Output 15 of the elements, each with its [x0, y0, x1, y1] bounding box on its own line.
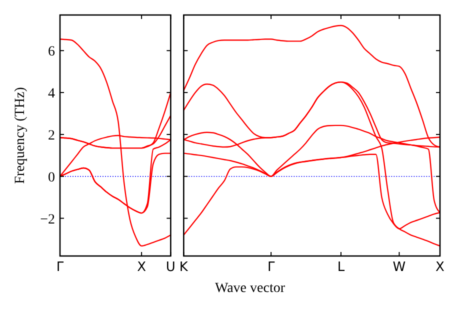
x-tick-label: Γ — [267, 260, 276, 275]
y-tick-label: 4 — [48, 86, 55, 102]
x-tick-label: U — [166, 260, 176, 275]
x-tick-label: X — [436, 260, 445, 275]
x-tick-label: X — [137, 260, 146, 275]
x-axis-title: Wave vector — [215, 281, 286, 296]
y-axis-title: Frequency (THz) — [13, 86, 28, 184]
y-tick-label: 2 — [48, 128, 55, 144]
y-tick-label: 0 — [48, 170, 55, 186]
y-tick-label: 6 — [48, 44, 55, 60]
x-tick-label: L — [337, 260, 346, 275]
y-tick-label: −2 — [40, 212, 55, 228]
x-tick-label: Γ — [56, 260, 64, 275]
x-tick-label: W — [392, 260, 406, 275]
x-tick-label: K — [179, 260, 188, 275]
